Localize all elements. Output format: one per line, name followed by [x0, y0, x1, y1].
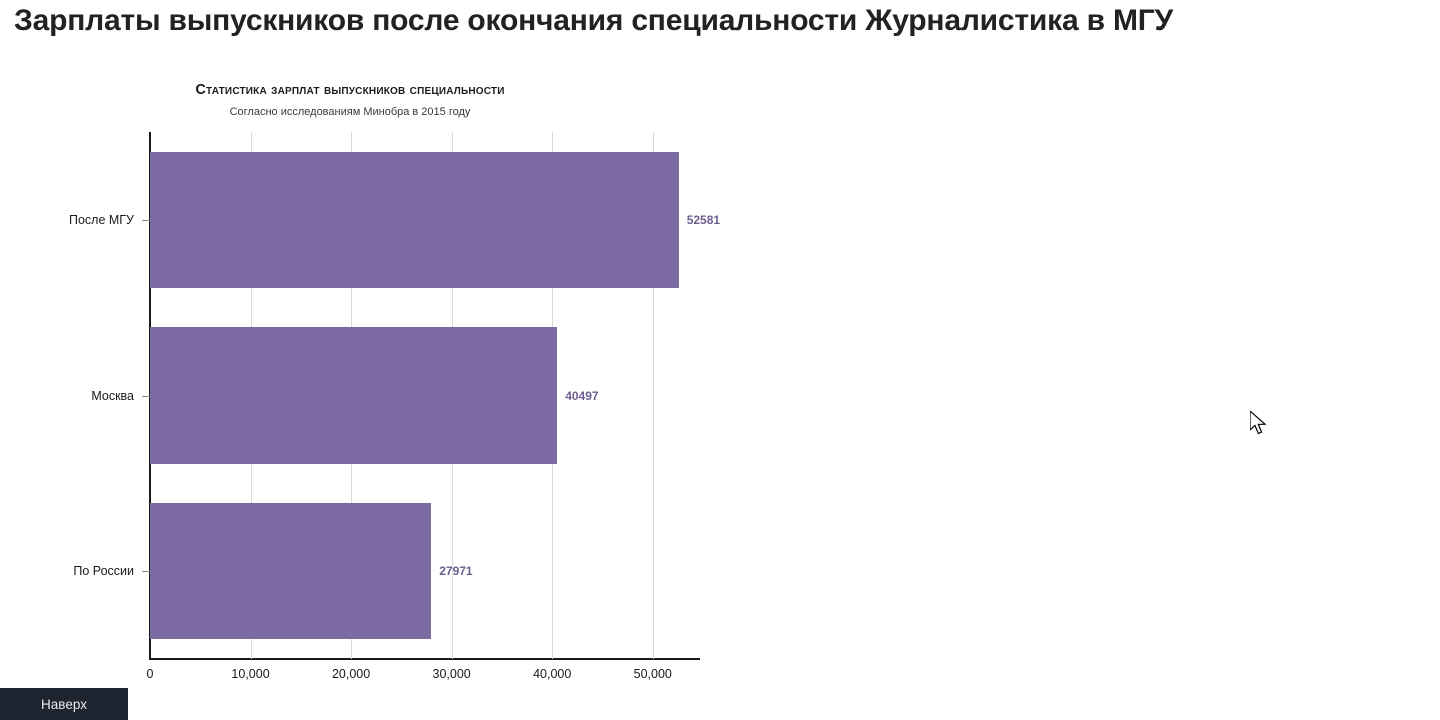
y-axis-tick — [142, 395, 150, 397]
plot-area: 0 10,000 20,000 30,000 40,000 50,000 52581 Посл… — [69, 132, 720, 681]
x-axis-tick-label: 40,000 — [533, 667, 572, 681]
bar-value-label: 27971 — [439, 564, 473, 579]
page-title: Зарплаты выпускников после окончания спе… — [14, 4, 1174, 37]
y-axis-category-label: По России — [73, 564, 134, 579]
scroll-to-top-label: Наверх — [41, 696, 87, 712]
salary-bar-chart: Статистика зарплат выпускников специальн… — [0, 70, 760, 710]
chart-title: Статистика зарплат выпускников специальн… — [195, 82, 505, 98]
x-axis-tick-label: 50,000 — [633, 667, 672, 681]
bar[interactable] — [150, 151, 679, 288]
gridline — [652, 132, 654, 659]
bar-value-label: 52581 — [686, 212, 721, 227]
y-axis-tick — [142, 219, 150, 221]
x-axis-tick-label: 20,000 — [331, 667, 371, 681]
chart-subtitle: Согласно исследованиям Минобра в 2015 го… — [229, 106, 471, 118]
bar-value-label: 40497 — [565, 388, 599, 403]
y-axis-category-label: Москва — [91, 388, 134, 403]
y-axis-tick — [142, 571, 150, 573]
x-axis-tick-label: 0 — [146, 667, 154, 681]
bar[interactable] — [150, 503, 432, 640]
x-axis-tick-label: 10,000 — [231, 667, 270, 681]
x-axis-tick-label: 30,000 — [432, 667, 471, 681]
scroll-to-top-button[interactable]: Наверх — [0, 688, 128, 720]
x-axis-line — [149, 658, 700, 660]
y-axis-category-label: После МГУ — [68, 212, 134, 227]
bar[interactable] — [150, 327, 558, 464]
mouse-cursor — [1249, 409, 1270, 437]
